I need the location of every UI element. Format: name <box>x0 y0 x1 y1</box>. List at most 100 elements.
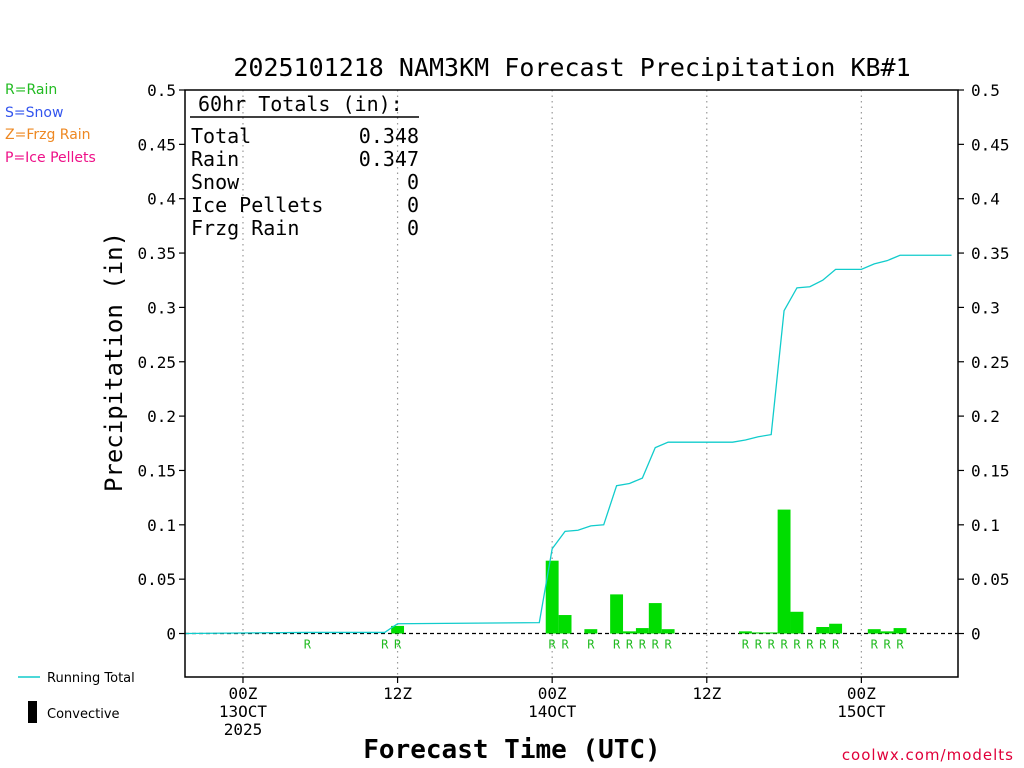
y-tick-label-right: 0.1 <box>971 516 1000 535</box>
ptype-rain: R=Rain <box>5 82 58 98</box>
y-tick-label-right: 0.3 <box>971 298 1000 317</box>
precip-bar <box>777 509 791 634</box>
ptype-label: R <box>639 638 647 652</box>
precip-bar <box>623 631 636 634</box>
totals-row-label: Rain <box>191 147 239 171</box>
precip-bar <box>545 560 559 634</box>
legend: Running Total Convective <box>18 671 135 723</box>
totals-row-value: 0 <box>407 216 419 240</box>
plot-area: R R R R R R R R R R R R R R R R R R R R R R0 00.05 0.050.1 0.10.… <box>137 81 1009 739</box>
totals-row-label: Ice Pellets <box>191 193 323 217</box>
totals-box: 60hr Totals (in): Total 0.348 Rain 0.347 Sno… <box>190 92 419 240</box>
y-tick-label-right: 0.4 <box>971 190 1000 209</box>
precip-bar <box>610 594 624 634</box>
y-tick-label-right: 0.5 <box>971 81 1000 100</box>
totals-row-value: 0 <box>407 170 419 194</box>
precip-bar <box>648 603 662 634</box>
x-tick-label: 13OCT <box>219 702 268 721</box>
totals-row-label: Snow <box>191 170 240 194</box>
x-axis-label: Forecast Time (UTC) <box>363 735 660 765</box>
y-tick-label-right: 0.05 <box>971 570 1010 589</box>
running-total-legend-label: Running Total <box>47 671 135 686</box>
precip-bar <box>584 629 598 634</box>
x-tick-label: 00Z <box>847 684 876 703</box>
ptype-label: R <box>768 638 776 652</box>
precip-bar <box>661 629 675 634</box>
y-tick-label-left: 0 <box>166 625 176 644</box>
y-tick-label-left: 0.4 <box>147 190 176 209</box>
precip-bar <box>829 623 843 634</box>
x-tick-label: 00Z <box>229 684 258 703</box>
x-tick-label: 12Z <box>383 684 412 703</box>
y-tick-label-right: 0 <box>971 625 981 644</box>
ptype-label: R <box>819 638 827 652</box>
ptype-label: R <box>652 638 660 652</box>
totals-row-value: 0.347 <box>359 147 419 171</box>
precip-bar <box>867 629 881 634</box>
y-tick-label-right: 0.45 <box>971 135 1010 154</box>
ptype-label: R <box>832 638 840 652</box>
ptype-snow: S=Snow <box>5 105 64 121</box>
y-tick-label-left: 0.3 <box>147 298 176 317</box>
ptype-label: R <box>394 638 402 652</box>
precip-bar <box>764 632 778 634</box>
precip-bar <box>790 611 804 634</box>
ptype-label: R <box>755 638 763 652</box>
y-tick-label-left: 0.1 <box>147 516 176 535</box>
ptype-label: R <box>884 638 892 652</box>
precip-bar <box>893 628 907 634</box>
y-tick-label-right: 0.2 <box>971 407 1000 426</box>
ptype-label: R <box>561 638 569 652</box>
ptype-frzg-rain: Z=Frzg Rain <box>5 127 91 143</box>
ptype-label: R <box>381 638 389 652</box>
totals-row-value: 0 <box>407 193 419 217</box>
y-tick-label-right: 0.35 <box>971 244 1010 263</box>
y-tick-label-right: 0.15 <box>971 461 1010 480</box>
totals-row-label: Frzg Rain <box>191 216 299 240</box>
ptype-label: R <box>626 638 634 652</box>
y-tick-label-left: 0.5 <box>147 81 176 100</box>
ptype-label: R <box>613 638 621 652</box>
precip-bar <box>635 628 649 634</box>
totals-row-value: 0.348 <box>359 124 419 148</box>
y-tick-label-left: 0.25 <box>137 353 176 372</box>
ptype-label: R <box>780 638 788 652</box>
chart-title: 2025101218 NAM3KM Forecast Precipitation… <box>233 53 910 82</box>
ptype-label: R <box>871 638 879 652</box>
x-tick-label: 12Z <box>692 684 721 703</box>
totals-rows: Total 0.348 Rain 0.347 Snow 0 Ice Pellets 0 Frzg… <box>191 124 419 240</box>
plot-frame <box>184 89 959 678</box>
precip-bar <box>738 631 752 634</box>
y-tick-label-left: 0.15 <box>137 461 176 480</box>
y-tick-label-left: 0.45 <box>137 135 176 154</box>
ptype-label: R <box>742 638 750 652</box>
ptype-label: R <box>304 638 312 652</box>
source-credit: coolwx.com/modelts <box>841 746 1014 764</box>
y-tick-label-right: 0.25 <box>971 353 1010 372</box>
precip-bar <box>751 632 765 634</box>
x-tick-label: 00Z <box>538 684 567 703</box>
ptype-label: R <box>665 638 673 652</box>
ptype-label: R <box>587 638 595 652</box>
ptype-label: R <box>549 638 557 652</box>
running-total-line <box>184 254 952 635</box>
ptype-label: R <box>806 638 814 652</box>
convective-legend-label: Convective <box>47 707 120 722</box>
precip-bar <box>391 625 405 634</box>
totals-row-label: Total <box>191 124 251 148</box>
ptype-ice-pellets: P=Ice Pellets <box>5 150 96 166</box>
y-tick-label-left: 0.05 <box>137 570 176 589</box>
precip-bar <box>558 615 572 634</box>
precip-bar <box>816 626 830 634</box>
x-tick-label: 15OCT <box>837 702 886 721</box>
ptype-label: R <box>793 638 801 652</box>
x-tick-label: 2025 <box>224 720 263 739</box>
totals-header: 60hr Totals (in): <box>198 92 403 116</box>
y-tick-label-left: 0.35 <box>137 244 176 263</box>
ptype-label: R <box>896 638 904 652</box>
y-axis-label: Precipitation (in) <box>100 232 128 492</box>
y-tick-label-left: 0.2 <box>147 407 176 426</box>
precip-bar <box>880 631 894 634</box>
convective-legend-swatch <box>28 701 37 723</box>
